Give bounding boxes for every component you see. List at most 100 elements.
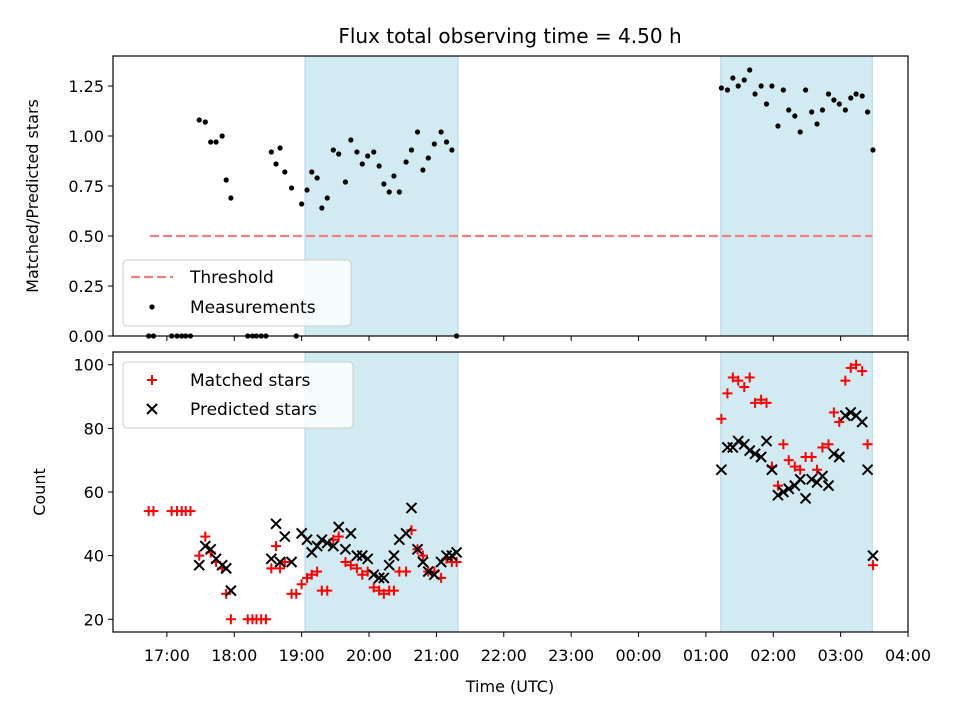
data-point bbox=[199, 540, 212, 552]
data-point bbox=[332, 521, 345, 533]
data-point bbox=[324, 195, 330, 201]
x-stroke bbox=[822, 479, 835, 492]
y-tick-label: 0.50 bbox=[68, 227, 104, 246]
data-point bbox=[840, 375, 851, 386]
x-stroke bbox=[285, 556, 298, 568]
x-axis-label: Time (UTC) bbox=[465, 677, 554, 696]
x-stroke bbox=[850, 409, 862, 422]
data-point bbox=[417, 550, 428, 561]
data-point bbox=[311, 540, 323, 552]
x-tick-label: 18:00 bbox=[211, 646, 257, 665]
data-point bbox=[735, 83, 741, 89]
x-tick-label: 19:00 bbox=[279, 646, 325, 665]
plot-frame bbox=[112, 55, 909, 337]
x-stroke bbox=[327, 540, 340, 552]
data-point bbox=[749, 448, 761, 460]
data-point bbox=[365, 153, 371, 159]
data-point bbox=[761, 397, 772, 408]
data-point bbox=[799, 492, 812, 505]
data-point bbox=[851, 359, 862, 370]
x-stroke bbox=[204, 543, 217, 555]
data-point bbox=[443, 139, 450, 145]
data-point bbox=[775, 123, 781, 129]
data-point bbox=[733, 375, 744, 386]
data-point bbox=[750, 397, 761, 408]
x-stroke bbox=[311, 540, 323, 552]
data-point bbox=[361, 553, 374, 565]
data-point bbox=[769, 83, 775, 89]
data-point bbox=[301, 534, 313, 546]
data-point bbox=[322, 585, 333, 596]
data-point bbox=[783, 483, 795, 495]
legend-box bbox=[122, 361, 354, 429]
data-point bbox=[420, 167, 426, 173]
data-point bbox=[220, 562, 232, 575]
y-tick-label: 0.00 bbox=[68, 327, 104, 346]
data-point bbox=[817, 442, 828, 453]
bottom-y-axis-label: Count bbox=[30, 468, 49, 516]
data-point bbox=[845, 362, 856, 373]
top-panel: 0.00 0.25 0.50 0.75 1.00 1.25 Threshold Measure… bbox=[68, 55, 909, 346]
data-point bbox=[819, 107, 826, 113]
x-stroke bbox=[339, 543, 352, 555]
data-point bbox=[359, 161, 365, 167]
data-point bbox=[345, 527, 357, 540]
legend: Threshold Measurements bbox=[122, 259, 352, 327]
legend-predicted-label: Predicted stars bbox=[190, 400, 317, 420]
data-point bbox=[743, 444, 756, 457]
data-point bbox=[354, 149, 360, 155]
data-point bbox=[386, 189, 392, 195]
data-point bbox=[277, 145, 283, 151]
data-point bbox=[747, 67, 753, 73]
x-stroke bbox=[783, 483, 795, 495]
data-point bbox=[221, 588, 232, 599]
data-point bbox=[288, 185, 295, 191]
legend-predicted-swatch bbox=[146, 403, 158, 415]
data-point bbox=[834, 417, 845, 427]
data-point bbox=[867, 560, 878, 571]
data-point bbox=[213, 139, 219, 145]
data-point bbox=[260, 614, 271, 625]
data-point bbox=[758, 83, 764, 89]
data-point bbox=[722, 388, 733, 399]
data-point bbox=[339, 543, 352, 555]
data-point bbox=[828, 448, 840, 460]
data-point bbox=[376, 163, 382, 169]
x-stroke bbox=[220, 562, 232, 575]
x-stroke bbox=[265, 553, 278, 565]
data-point bbox=[274, 556, 286, 568]
data-point bbox=[400, 527, 412, 540]
data-point bbox=[351, 563, 362, 574]
x-stroke bbox=[715, 464, 728, 476]
data-point bbox=[833, 451, 845, 463]
data-point bbox=[766, 464, 778, 476]
x-stroke bbox=[332, 521, 345, 533]
data-point bbox=[786, 107, 792, 113]
data-point bbox=[285, 556, 298, 568]
data-point bbox=[797, 129, 803, 135]
x-stroke bbox=[732, 435, 744, 447]
data-point bbox=[861, 464, 874, 476]
x-stroke bbox=[856, 416, 868, 428]
x-stroke bbox=[794, 473, 806, 485]
x-stroke bbox=[193, 559, 205, 571]
data-point bbox=[438, 129, 444, 135]
data-point bbox=[449, 147, 455, 153]
data-point bbox=[196, 117, 202, 123]
x-stroke bbox=[270, 518, 282, 530]
data-point bbox=[148, 506, 159, 517]
y-tick-label: 1.25 bbox=[68, 77, 104, 96]
legend: Matched stars Predicted stars bbox=[122, 361, 354, 429]
x-stroke bbox=[777, 486, 790, 498]
data-point bbox=[219, 133, 225, 139]
data-point bbox=[265, 553, 278, 565]
x-stroke bbox=[316, 534, 328, 546]
data-point bbox=[208, 139, 214, 145]
data-point bbox=[794, 473, 806, 485]
data-point bbox=[225, 584, 237, 597]
data-point bbox=[342, 179, 349, 185]
data-point bbox=[357, 569, 368, 580]
data-point bbox=[780, 87, 786, 93]
data-point bbox=[857, 366, 868, 377]
data-point bbox=[809, 109, 815, 115]
